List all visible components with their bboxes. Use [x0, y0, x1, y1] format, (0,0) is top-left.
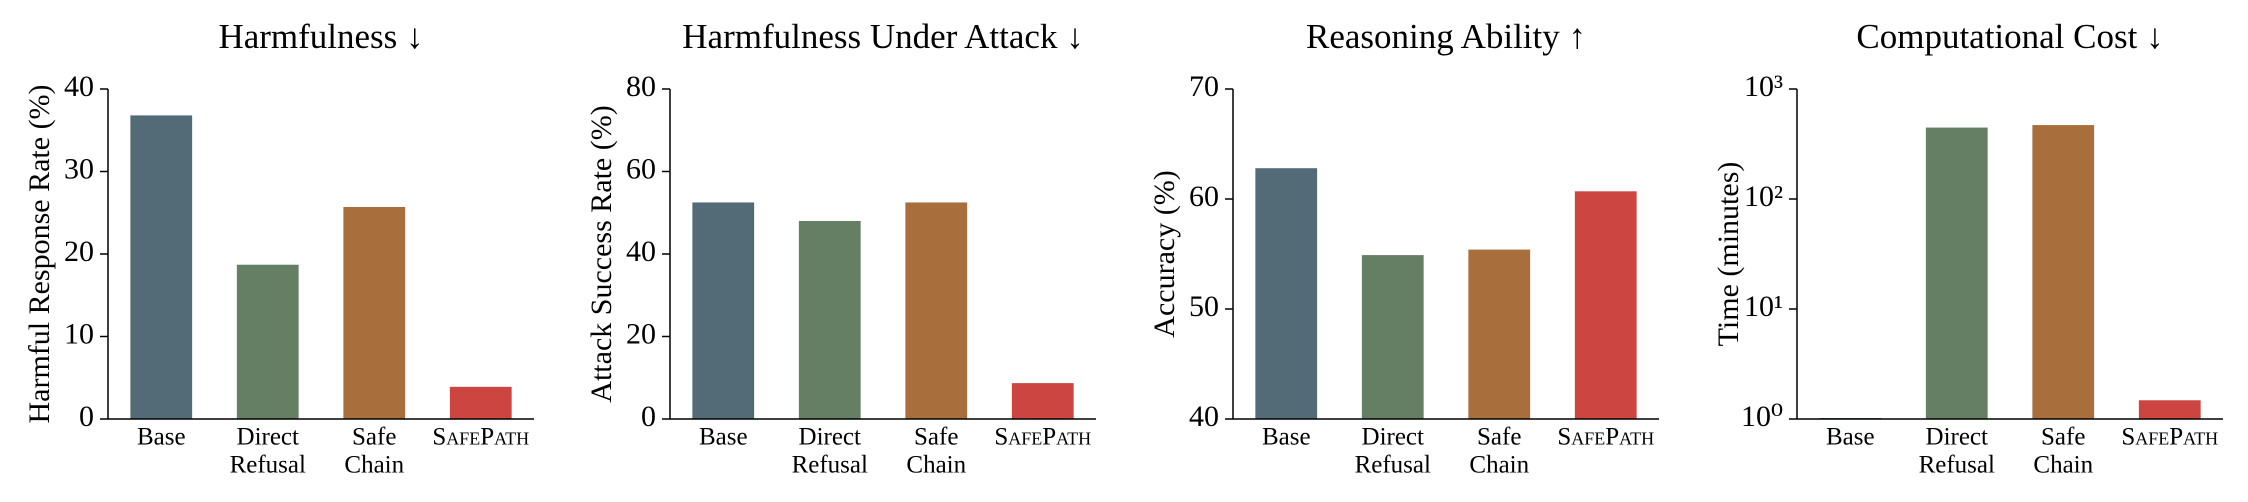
- y-tick-label: 60: [1189, 180, 1219, 213]
- bar: [236, 264, 299, 419]
- y-axis-label: Attack Success Rate (%): [585, 105, 618, 402]
- y-tick-label: 10: [64, 317, 94, 350]
- bar: [1255, 168, 1318, 419]
- x-tick-label: SafePath: [432, 424, 529, 451]
- y-tick-label: 10¹: [1744, 290, 1783, 323]
- x-tick-label: Refusal: [1355, 452, 1431, 479]
- bar: [130, 115, 193, 420]
- bar: [1011, 383, 1074, 419]
- x-tick-label: Chain: [906, 452, 966, 479]
- x-tick-label: Direct: [237, 424, 300, 451]
- bar: [343, 206, 406, 419]
- y-tick-label: 70: [1189, 70, 1219, 103]
- x-tick-label: Base: [699, 424, 748, 451]
- subplot: Computational Cost ↓ Time (minutes) 10⁰ 10¹…: [1712, 17, 2223, 479]
- y-tick-label: 60: [626, 152, 656, 185]
- bar: [692, 202, 755, 419]
- y-tick-label: 40: [626, 235, 656, 268]
- x-tick-label: Safe: [352, 424, 396, 451]
- x-tick-label: Base: [1262, 424, 1311, 451]
- x-tick-label: Direct: [1926, 424, 1989, 451]
- chart-title: Harmfulness Under Attack ↓: [682, 17, 1083, 56]
- y-tick-label: 50: [1189, 290, 1219, 323]
- bar: [1361, 255, 1424, 419]
- y-tick-label: 40: [1189, 400, 1219, 433]
- x-tick-label: Base: [137, 424, 186, 451]
- x-tick-label: Chain: [2033, 452, 2093, 479]
- x-tick-label: Safe: [914, 424, 958, 451]
- y-tick-label: 20: [64, 235, 94, 268]
- bar: [798, 221, 861, 419]
- x-tick-label: Safe: [1477, 424, 1521, 451]
- y-tick-label: 20: [626, 317, 656, 350]
- y-tick-label: 0: [641, 400, 656, 433]
- subplot: Reasoning Ability ↑ Accuracy (%) 40 50 60 70 B…: [1148, 17, 1659, 479]
- bar: [2138, 400, 2201, 419]
- y-tick-label: 10⁰: [1741, 400, 1783, 433]
- x-tick-label: Chain: [344, 452, 404, 479]
- bar: [905, 202, 968, 419]
- y-axis-label: Accuracy (%): [1148, 170, 1181, 337]
- y-tick-label: 30: [64, 152, 94, 185]
- bar: [2032, 125, 2095, 419]
- x-tick-label: Refusal: [230, 452, 306, 479]
- x-tick-label: Safe: [2041, 424, 2085, 451]
- x-tick-label: Refusal: [1919, 452, 1995, 479]
- y-axis-label: Time (minutes): [1712, 162, 1745, 347]
- y-tick-label: 10²: [1744, 180, 1783, 213]
- x-tick-label: Base: [1826, 424, 1875, 451]
- chart-title: Reasoning Ability ↑: [1306, 17, 1586, 56]
- bar: [449, 386, 512, 419]
- y-tick-label: 80: [626, 70, 656, 103]
- subplot: Harmfulness ↓ Harmful Response Rate (%) 0 1…: [23, 17, 534, 479]
- bar: [1925, 127, 1988, 419]
- x-tick-label: Direct: [1362, 424, 1425, 451]
- x-tick-label: Refusal: [792, 452, 868, 479]
- bar: [1468, 249, 1531, 419]
- x-tick-label: SafePath: [2121, 424, 2218, 451]
- x-tick-label: Direct: [799, 424, 862, 451]
- bar: [1574, 191, 1637, 419]
- x-tick-label: Chain: [1469, 452, 1529, 479]
- y-tick-label: 0: [79, 400, 94, 433]
- y-axis-label: Harmful Response Rate (%): [23, 84, 56, 423]
- x-tick-label: SafePath: [1557, 424, 1654, 451]
- chart-title: Computational Cost ↓: [1856, 17, 2163, 56]
- chart-title: Harmfulness ↓: [218, 17, 423, 56]
- x-tick-label: SafePath: [994, 424, 1091, 451]
- y-tick-label: 40: [64, 70, 94, 103]
- subplot: Harmfulness Under Attack ↓ Attack Success…: [585, 17, 1096, 479]
- y-tick-label: 10³: [1744, 70, 1783, 103]
